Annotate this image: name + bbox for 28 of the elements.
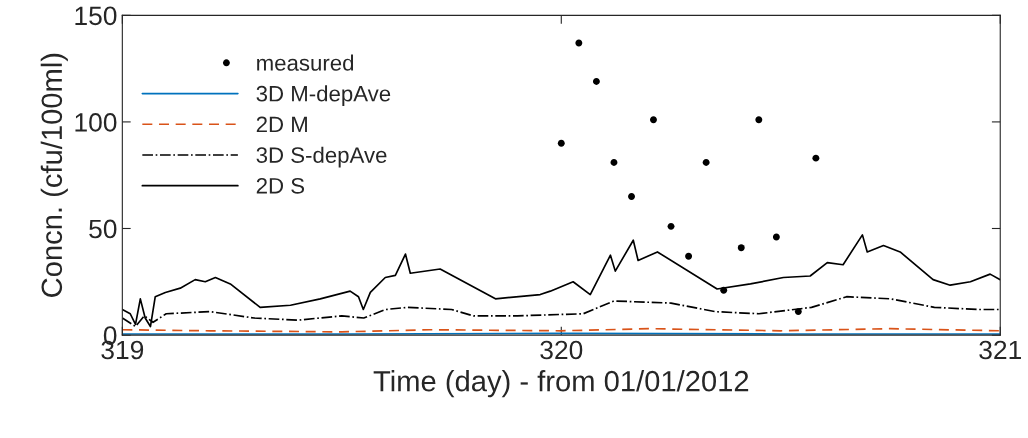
legend-label: 2D M (256, 116, 307, 133)
point (702, 158, 710, 166)
x-axis-title: Time (day) - from 01/01/2012 (373, 370, 749, 398)
point (575, 39, 583, 47)
x-tick-label: 320 (540, 340, 583, 360)
point (592, 77, 600, 85)
y-axis-title: Concn. (cfu/100ml) (40, 53, 68, 297)
point (685, 252, 693, 260)
point (628, 193, 635, 200)
point (812, 154, 820, 162)
point (610, 158, 618, 166)
point (720, 286, 728, 294)
legend-label: 3D M-depAve (256, 85, 391, 106)
y-tick-label: 150 (75, 6, 117, 26)
line-series (122, 234, 1001, 328)
legend-label: measured (257, 54, 354, 71)
x-tick-label: 321 (979, 340, 1021, 360)
legend-label: 3D S-depAve (256, 146, 387, 168)
y-tick-label: 100 (75, 113, 117, 132)
point (794, 308, 802, 316)
point (772, 233, 780, 241)
point (667, 222, 675, 230)
point (650, 116, 657, 124)
point (737, 244, 745, 252)
legend-label: 2D S (256, 177, 305, 194)
point (557, 139, 565, 147)
point (755, 116, 763, 124)
y-tick-label: 50 (89, 219, 117, 239)
